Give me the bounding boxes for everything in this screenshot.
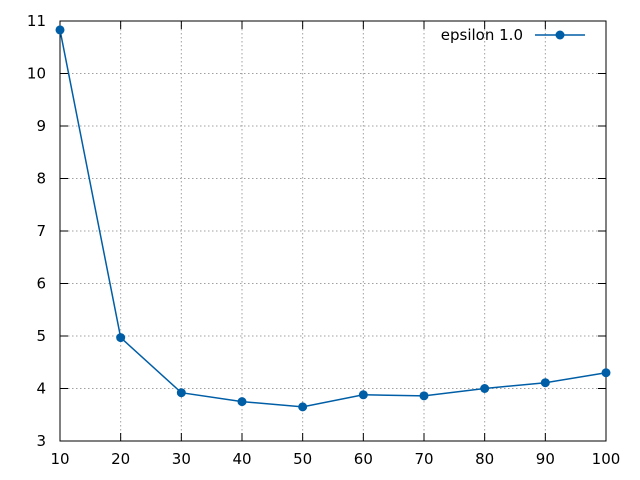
x-tick-label: 60 (354, 450, 373, 468)
x-tick-label: 80 (475, 450, 494, 468)
legend: epsilon 1.0 (441, 26, 585, 44)
x-tick-label: 40 (232, 450, 251, 468)
x-tick-label: 30 (172, 450, 191, 468)
tick-labels: 10 20 30 40 50 60 70 80 90 100 3 4 5 6 7 8 9 10 11 (27, 12, 620, 468)
y-tick-label: 3 (36, 432, 46, 450)
x-tick-label: 90 (536, 450, 555, 468)
data-point (176, 388, 186, 398)
axes (59, 20, 607, 442)
data-point (540, 378, 550, 388)
data-point (55, 25, 65, 35)
series (55, 25, 611, 412)
y-tick-label: 10 (27, 65, 46, 83)
data-point (480, 384, 490, 393)
y-tick-label: 4 (36, 380, 46, 398)
y-tick-label: 8 (36, 170, 46, 188)
x-tick-label: 50 (293, 450, 312, 468)
data-point (419, 391, 429, 401)
x-tick-label: 10 (50, 450, 69, 468)
data-point (358, 390, 368, 400)
x-tick-label: 100 (592, 450, 621, 468)
x-tick-label: 20 (111, 450, 130, 468)
x-tick-label: 70 (414, 450, 433, 468)
y-tick-label: 5 (36, 327, 46, 345)
legend-label: epsilon 1.0 (441, 26, 523, 44)
y-tick-label: 6 (36, 275, 46, 293)
y-tick-label: 7 (36, 222, 46, 240)
y-tick-label: 9 (36, 117, 46, 135)
legend-marker (555, 30, 565, 40)
data-point (116, 333, 126, 343)
data-point (237, 397, 247, 407)
series-line (59, 29, 607, 408)
grid (60, 21, 606, 441)
data-point (601, 368, 611, 378)
data-point (298, 402, 308, 412)
y-tick-label: 11 (27, 12, 46, 30)
